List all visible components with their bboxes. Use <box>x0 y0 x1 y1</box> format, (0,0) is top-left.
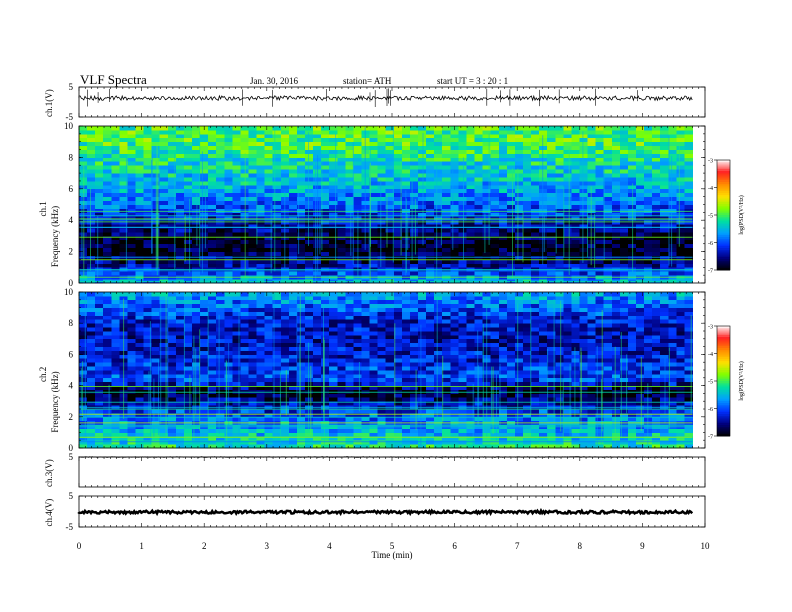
ch1-spectrogram-ytick-label: 10 <box>64 121 74 131</box>
ch3-waveform-frame <box>78 456 706 488</box>
ch1-spectrogram-ytick-label: 2 <box>69 247 74 257</box>
ch1-spectrogram-band-lines <box>79 210 693 282</box>
ch1-waveform-ytick-label: 5 <box>69 82 74 92</box>
x-tick-label: 5 <box>390 541 395 551</box>
ch3-waveform-ylabel: ch.3(V) <box>44 459 54 487</box>
ch1-spectrogram-ytick-label: 6 <box>69 184 74 194</box>
ch1-spectrogram-ytick-label: 0 <box>69 278 74 288</box>
ch1-spectrogram-colorbar-tick-label: -7 <box>708 269 713 275</box>
ch1-spectrogram-colorbar-tick-label: -5 <box>708 214 713 220</box>
ch2-spectrogram-colorbar <box>717 326 730 437</box>
x-axis-label: Time (min) <box>372 550 413 560</box>
ch1-waveform-y-ticks <box>79 86 705 118</box>
ch1-spectrogram-colorbar-label: log(PSD(V²/Hz) <box>738 195 745 234</box>
ch3-waveform-x-ticks <box>78 457 706 487</box>
ch4-waveform-ytick-label: 5 <box>69 491 74 501</box>
ch1-waveform-ytick-label: -5 <box>66 112 74 122</box>
ch2-spectrogram-colorbar-tick-label: -3 <box>708 325 713 331</box>
chart-title: VLF Spectra <box>80 72 147 87</box>
start-time-label: start UT = 3 : 20 : 1 <box>437 76 509 86</box>
ch2-spectrogram-colorbar-tick-label: -7 <box>708 435 713 441</box>
x-tick-label: 10 <box>701 541 711 551</box>
ch2-spectrogram-ytick-label: 10 <box>64 287 74 297</box>
x-tick-label: 7 <box>515 541 520 551</box>
x-tick-label: 3 <box>265 541 270 551</box>
ch2-spectrogram-ylabel: ch.2 <box>38 367 48 382</box>
x-tick-label: 9 <box>640 541 645 551</box>
ch1-spectrogram-ylabel2: Frequency (kHz) <box>50 206 60 267</box>
ch2-spectrogram-ytick-label: 6 <box>69 349 74 359</box>
ch4-waveform-ylabel: ch.4(V) <box>44 499 54 527</box>
ch1-waveform-frame <box>78 86 706 118</box>
ch3-waveform-ytick-label: 5 <box>69 452 74 462</box>
ch1-waveform-ylabel: ch.1(V) <box>44 89 54 117</box>
x-tick-label: 2 <box>202 541 207 551</box>
ch1-spectrogram-ylabel: ch.1 <box>38 201 48 216</box>
ch1-spectrogram-colorbar-tick-label: -6 <box>708 241 713 247</box>
ch2-spectrogram-colorbar-tick-label: -4 <box>708 352 713 358</box>
x-tick-label: 0 <box>77 541 82 551</box>
ch1-spectrogram-x-ticks <box>78 126 706 283</box>
ch2-spectrogram-ytick-label: 4 <box>69 381 74 391</box>
ch2-spectrogram-colorbar-tick-label: -5 <box>708 380 713 386</box>
ch1-spectrogram-colorbar <box>717 160 730 271</box>
ch2-spectrogram-ytick-label: 2 <box>69 412 74 422</box>
ch2-spectrogram-x-ticks <box>78 292 706 448</box>
ch2-spectrogram-ytick-label: 8 <box>69 318 74 328</box>
x-tick-label: 1 <box>139 541 144 551</box>
ch4-waveform-x-ticks <box>78 496 706 527</box>
x-tick-label: 8 <box>578 541 583 551</box>
station-label: station= ATH <box>343 76 392 86</box>
x-tick-label: 6 <box>452 541 457 551</box>
ch1-spectrogram-ytick-label: 8 <box>69 152 74 162</box>
ch4-waveform-trace <box>77 507 694 517</box>
ch1-waveform-trace <box>78 94 693 102</box>
ch2-spectrogram-ylabel2: Frequency (kHz) <box>50 371 60 432</box>
ch1-spectrogram-colorbar-tick-label: -3 <box>708 159 713 165</box>
ch4-waveform-ytick-label: -5 <box>66 522 74 532</box>
ch2-spectrogram-band-lines <box>79 386 693 443</box>
date-label: Jan. 30, 2016 <box>250 76 298 86</box>
x-tick-label: 4 <box>327 541 332 551</box>
ch2-spectrogram-ytick-label: 0 <box>69 443 74 453</box>
ch1-waveform-x-ticks <box>78 87 706 117</box>
ch2-spectrogram-colorbar-label: log(PSD(V²/Hz) <box>738 361 745 400</box>
ch2-spectrogram-colorbar-tick-label: -6 <box>708 407 713 413</box>
ch1-spectrogram-colorbar-tick-label: -4 <box>708 186 713 192</box>
ch1-spectrogram-ytick-label: 4 <box>69 215 74 225</box>
